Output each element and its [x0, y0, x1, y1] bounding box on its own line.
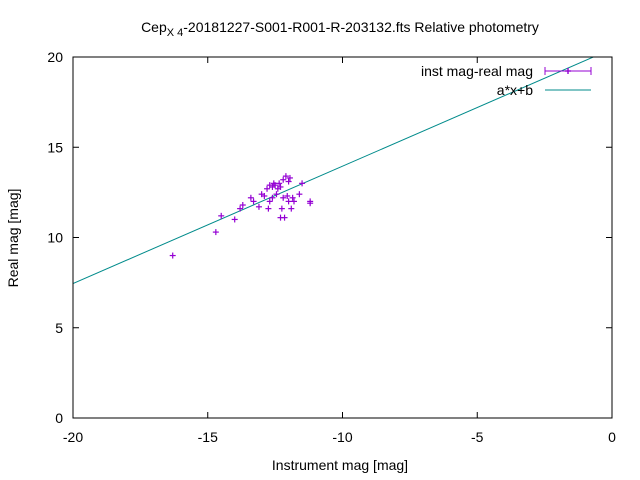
data-point: [212, 229, 219, 236]
data-point: [299, 180, 306, 187]
data-point: [289, 194, 296, 201]
data-point: [261, 192, 268, 199]
y-axis-label: Real mag [mag]: [5, 189, 21, 288]
chart-title-subscript: X 4: [167, 27, 184, 39]
legend: inst mag-real mag a*x+b: [421, 63, 592, 98]
legend-label-points: inst mag-real mag: [421, 63, 533, 79]
data-point: [239, 202, 246, 209]
data-point: [290, 198, 297, 205]
data-point: [286, 174, 293, 181]
data-point: [277, 183, 284, 190]
data-point: [231, 216, 238, 223]
data-point: [265, 205, 272, 212]
data-point: [281, 214, 288, 221]
data-point: [218, 212, 225, 219]
data-points: [169, 173, 314, 259]
chart-title: CepX 4-20181227-S001-R001-R-203132.fts R…: [141, 19, 539, 39]
data-point: [285, 198, 292, 205]
data-point: [169, 252, 176, 259]
legend-label-line: a*x+b: [497, 82, 533, 98]
x-axis-label: Instrument mag [mag]: [272, 457, 408, 473]
data-point: [255, 203, 262, 210]
data-point: [278, 205, 285, 212]
data-point: [280, 194, 287, 201]
y-tick-label: 10: [47, 230, 63, 246]
data-point: [282, 173, 289, 180]
y-tick-label: 15: [47, 139, 63, 155]
data-point: [285, 178, 292, 185]
data-point: [237, 205, 244, 212]
data-point: [247, 194, 254, 201]
x-tick-label: -10: [332, 429, 352, 445]
data-point: [273, 191, 280, 198]
x-tick-label: -15: [198, 429, 218, 445]
data-point: [280, 176, 287, 183]
data-point: [276, 180, 283, 187]
x-tick-label: -5: [471, 429, 484, 445]
data-point: [264, 185, 271, 192]
data-point: [288, 205, 295, 212]
data-point: [250, 198, 257, 205]
y-tick-label: 0: [55, 410, 63, 426]
plot-frame: [72, 56, 613, 419]
data-point: [266, 198, 273, 205]
data-point: [307, 200, 314, 207]
data-point: [269, 194, 276, 201]
legend-sample-points: [544, 67, 592, 75]
x-tick-label: -20: [63, 429, 83, 445]
y-tick-label: 20: [47, 49, 63, 65]
fit-line: [73, 57, 595, 284]
y-axis: 0 5 10 15 20: [47, 49, 612, 426]
x-axis: -20 -15 -10 -5 0: [63, 57, 616, 445]
data-point: [272, 182, 279, 189]
data-point: [296, 191, 303, 198]
data-point: [284, 192, 291, 199]
y-tick-label: 5: [55, 320, 63, 336]
x-tick-label: 0: [608, 429, 616, 445]
